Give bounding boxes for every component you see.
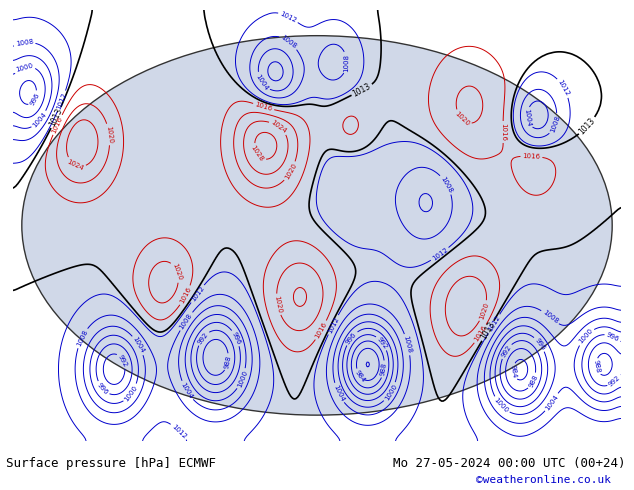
Text: 992: 992 [500, 344, 512, 358]
Ellipse shape [22, 36, 612, 415]
Text: 1004: 1004 [32, 111, 48, 128]
Text: 1012: 1012 [431, 246, 449, 262]
Text: 1020: 1020 [478, 301, 489, 320]
Text: 1004: 1004 [524, 108, 532, 127]
Text: 1016: 1016 [179, 286, 193, 305]
Text: 1004: 1004 [544, 393, 560, 411]
Text: 1004: 1004 [254, 73, 269, 91]
Text: 1000: 1000 [493, 397, 509, 414]
Text: 1012: 1012 [56, 92, 68, 110]
Text: 1012: 1012 [171, 423, 188, 440]
Text: 1020: 1020 [105, 125, 113, 144]
Text: 1013: 1013 [578, 116, 597, 136]
Text: 992: 992 [376, 336, 389, 350]
Text: 996: 996 [605, 332, 620, 343]
Text: 1008: 1008 [403, 335, 413, 354]
Text: 1013: 1013 [479, 320, 496, 342]
Text: 984: 984 [510, 365, 517, 379]
Text: 1000: 1000 [124, 384, 139, 402]
Text: 1000: 1000 [578, 328, 594, 345]
Text: 996: 996 [96, 382, 109, 396]
Text: 1000: 1000 [236, 369, 249, 388]
Text: 996: 996 [345, 331, 358, 345]
Text: 1000: 1000 [384, 383, 398, 401]
Text: 1008: 1008 [549, 115, 561, 134]
Text: 1012: 1012 [487, 315, 501, 333]
Text: 1008: 1008 [344, 53, 350, 72]
Text: 988: 988 [592, 360, 600, 374]
Text: 1024: 1024 [270, 119, 288, 134]
Text: 1004: 1004 [179, 382, 194, 400]
Text: 1016: 1016 [500, 123, 506, 141]
Text: 996: 996 [231, 331, 242, 345]
Text: 992: 992 [197, 331, 209, 345]
Text: ©weatheronline.co.uk: ©weatheronline.co.uk [476, 475, 611, 485]
Text: 1013: 1013 [48, 107, 64, 128]
Text: 1000: 1000 [15, 62, 34, 73]
Text: 1008: 1008 [15, 39, 34, 48]
Text: 988: 988 [380, 362, 388, 376]
Text: 1020: 1020 [453, 111, 470, 127]
Text: 1012: 1012 [279, 10, 298, 24]
Text: 984: 984 [354, 369, 366, 384]
Text: 1016: 1016 [51, 115, 64, 134]
Text: 992: 992 [607, 374, 621, 388]
Text: 1020: 1020 [283, 162, 298, 181]
Text: 996: 996 [534, 337, 547, 351]
Text: 1016: 1016 [314, 321, 328, 340]
Text: 1016: 1016 [522, 153, 541, 160]
Text: 1004: 1004 [332, 384, 345, 402]
Text: Mo 27-05-2024 00:00 UTC (00+24): Mo 27-05-2024 00:00 UTC (00+24) [393, 457, 626, 470]
Text: 1012: 1012 [327, 316, 340, 334]
Text: 1020: 1020 [171, 263, 183, 281]
Text: 1008: 1008 [178, 312, 193, 330]
Text: 1016: 1016 [254, 101, 273, 112]
Text: 996: 996 [29, 92, 41, 106]
Text: 992: 992 [117, 353, 129, 368]
Text: 1024: 1024 [66, 159, 85, 171]
Text: 1008: 1008 [439, 175, 454, 194]
Text: 1012: 1012 [557, 78, 571, 97]
Text: 1008: 1008 [541, 309, 559, 325]
Text: 1013: 1013 [351, 81, 373, 98]
Text: 1008: 1008 [280, 34, 298, 49]
Text: 988: 988 [527, 373, 539, 389]
Text: 1020: 1020 [273, 295, 282, 314]
Text: 1008: 1008 [75, 329, 89, 347]
Text: 1016: 1016 [473, 324, 488, 343]
Text: Surface pressure [hPa] ECMWF: Surface pressure [hPa] ECMWF [6, 457, 216, 470]
Text: 1028: 1028 [250, 145, 265, 163]
Text: 1004: 1004 [132, 336, 146, 354]
Text: 1012: 1012 [190, 285, 205, 303]
Text: 988: 988 [224, 355, 232, 369]
